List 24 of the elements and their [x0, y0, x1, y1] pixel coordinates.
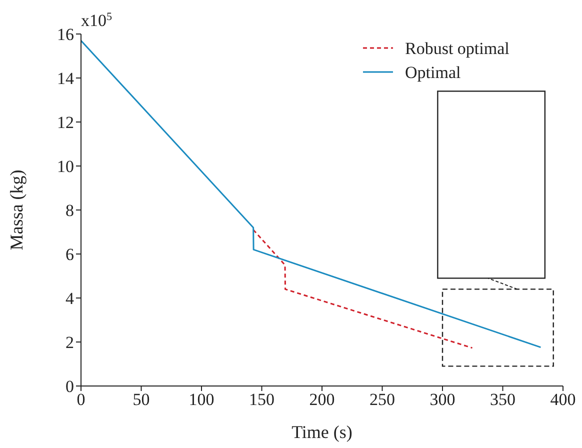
y-axis-title: Massa (kg) — [6, 170, 26, 250]
y-tick-label: 14 — [57, 69, 74, 88]
x-tick-label: 350 — [490, 390, 516, 410]
x-tick-label: 100 — [188, 390, 214, 410]
y-tick-label: 8 — [66, 201, 74, 220]
x-tick-label: 400 — [550, 390, 576, 410]
x-tick-label: 300 — [430, 390, 456, 410]
x-tick-label: 200 — [309, 390, 335, 410]
y-tick-label: 10 — [57, 157, 74, 176]
x-tick-label: 150 — [249, 390, 274, 410]
y-tick-label: 0 — [66, 377, 74, 396]
x-tick-label: 250 — [370, 390, 395, 410]
text: x10$^{5}$ — [81, 11, 112, 30]
x-tick-label: 50 — [132, 390, 150, 410]
y-tick-label: 16 — [57, 25, 74, 44]
y-tick-label: 12 — [57, 113, 74, 132]
y-tick-label: 6 — [66, 245, 74, 264]
x-axis-title: Time (s) — [292, 422, 352, 442]
line-series — [252, 229, 474, 349]
y-tick-label: 2 — [66, 333, 74, 352]
line-series — [81, 40, 542, 348]
y-tick-label: 4 — [66, 289, 74, 308]
legend-label: Optimal — [405, 63, 461, 82]
legend-label: Robust optimal — [405, 39, 510, 58]
